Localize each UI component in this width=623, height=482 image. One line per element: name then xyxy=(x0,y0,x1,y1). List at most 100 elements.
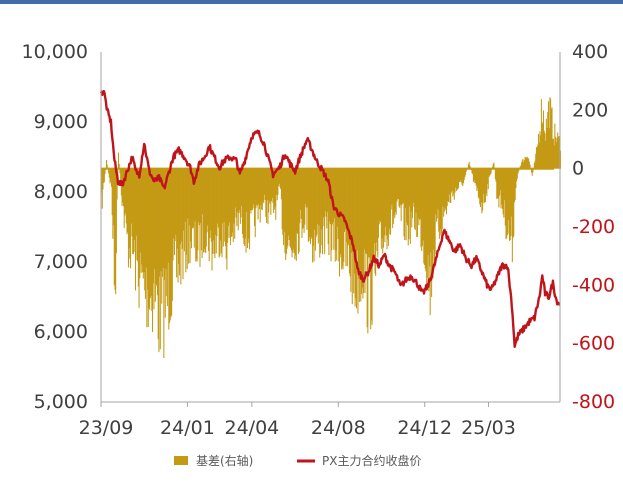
basis-bar xyxy=(297,168,299,254)
basis-bar xyxy=(276,168,278,201)
basis-bar xyxy=(136,168,138,261)
basis-bar xyxy=(174,168,176,242)
basis-bar xyxy=(284,168,286,253)
basis-bar xyxy=(239,168,241,211)
basis-bar xyxy=(169,168,171,324)
basis-bar xyxy=(505,168,507,240)
basis-bar xyxy=(441,168,443,234)
basis-bar xyxy=(517,168,519,174)
basis-bar xyxy=(182,168,184,280)
basis-bar xyxy=(156,168,159,296)
basis-bar xyxy=(166,168,168,297)
basis-bar xyxy=(247,168,249,239)
basis-bar xyxy=(135,168,137,291)
basis-bar xyxy=(188,168,190,226)
basis-bar xyxy=(484,168,486,203)
basis-bar xyxy=(187,168,189,219)
basis-bar xyxy=(527,158,529,169)
basis-bar xyxy=(307,168,309,242)
basis-bar xyxy=(213,168,215,254)
basis-bar xyxy=(327,168,329,245)
basis-bar xyxy=(394,168,396,219)
basis-bar xyxy=(277,168,279,195)
basis-bar xyxy=(306,168,308,230)
basis-bar xyxy=(108,168,110,178)
basis-bar xyxy=(208,168,210,262)
basis-bar xyxy=(448,168,450,195)
basis-bar xyxy=(555,136,557,169)
basis-bar xyxy=(111,168,113,216)
basis-bar xyxy=(283,168,285,246)
basis-bar xyxy=(285,168,287,255)
basis-bar xyxy=(118,163,120,169)
basis-bar xyxy=(413,168,415,207)
basis-bar xyxy=(417,168,419,219)
basis-bar xyxy=(354,168,356,307)
basis-bar xyxy=(280,168,282,200)
basis-bar xyxy=(375,168,377,243)
basis-bar xyxy=(513,168,515,237)
basis-bar xyxy=(458,168,460,188)
basis-bar xyxy=(490,168,492,174)
basis-bar xyxy=(251,168,253,211)
basis-bar xyxy=(129,168,131,259)
basis-bar xyxy=(267,168,269,225)
basis-bar xyxy=(542,122,544,169)
basis-bar xyxy=(465,168,467,175)
basis-bar xyxy=(132,168,134,254)
basis-bar xyxy=(411,168,413,228)
basis-bar xyxy=(449,168,451,203)
basis-bar xyxy=(236,168,238,227)
left-tick-label: 10,000 xyxy=(22,41,88,63)
basis-bar xyxy=(275,168,277,220)
basis-bar xyxy=(535,153,537,169)
basis-bar xyxy=(115,168,117,295)
basis-bar xyxy=(200,168,202,224)
basis-bar xyxy=(167,168,169,263)
basis-bar xyxy=(550,108,552,169)
basis-bar xyxy=(399,168,401,208)
basis-bar xyxy=(355,168,357,299)
basis-bar xyxy=(425,168,427,272)
basis-bar xyxy=(337,168,339,239)
basis-bar xyxy=(501,168,503,205)
x-tick-label: 24/04 xyxy=(224,417,279,439)
right-tick-label: -400 xyxy=(572,274,615,296)
basis-bar xyxy=(518,168,520,172)
basis-bar xyxy=(336,168,338,227)
basis-bar xyxy=(497,168,499,199)
basis-bar xyxy=(412,168,414,203)
basis-bar xyxy=(443,168,445,212)
basis-bar xyxy=(397,168,399,199)
basis-bar xyxy=(401,168,403,205)
basis-bar xyxy=(142,168,144,279)
basis-bar xyxy=(157,168,159,339)
basis-bar xyxy=(123,168,125,228)
basis-bar xyxy=(551,107,553,169)
basis-bar xyxy=(360,168,363,294)
basis-bar xyxy=(516,168,518,179)
basis-bar xyxy=(252,168,254,209)
right-tick-label: -200 xyxy=(572,216,615,238)
top-rule xyxy=(0,0,623,4)
basis-bar xyxy=(547,101,550,169)
basis-bar xyxy=(222,168,224,247)
basis-bar xyxy=(489,168,491,176)
basis-bar xyxy=(224,168,227,247)
basis-bar xyxy=(215,168,217,254)
basis-bar xyxy=(214,168,216,258)
basis-bar xyxy=(499,168,501,191)
basis-bar xyxy=(540,99,542,169)
basis-bar xyxy=(268,168,270,213)
basis-bar xyxy=(521,160,523,169)
x-axis-ticks: 23/09 24/01 24/04 24/08 24/12 25/03 xyxy=(79,402,516,439)
basis-bar xyxy=(308,168,310,241)
basis-bar xyxy=(131,168,133,237)
price-line xyxy=(99,89,561,348)
basis-bar xyxy=(537,144,539,169)
basis-bar xyxy=(381,168,383,239)
basis-bar xyxy=(246,168,248,213)
basis-bar xyxy=(144,168,146,299)
basis-bar xyxy=(356,168,358,309)
